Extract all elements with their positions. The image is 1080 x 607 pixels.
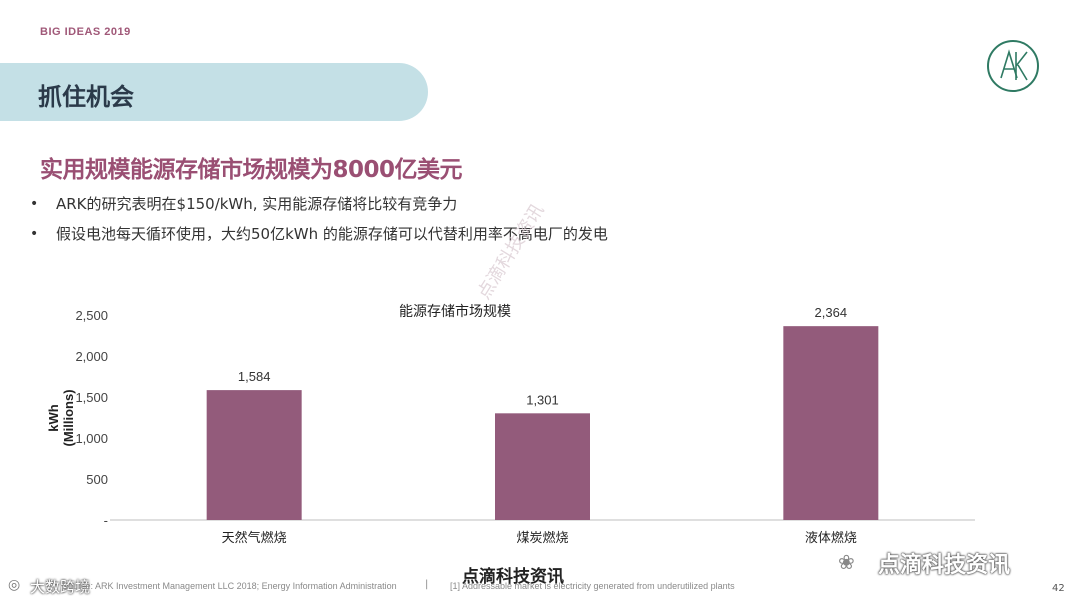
bullet-item: • 假设电池每天循环使用，大约50亿kWh 的能源存储可以代替利用率不高电厂的发…: [30, 223, 608, 253]
y-axis-label: kWh (Millions): [46, 389, 76, 446]
x-axis-labels: 天然气燃烧 煤炭燃烧 液体燃烧: [222, 530, 857, 546]
y-tick-label: 1,500: [75, 390, 108, 405]
ark-logo: [987, 40, 1039, 92]
value-labels: 1,584 1,301 2,364: [238, 305, 847, 407]
bar: [495, 413, 590, 520]
bullet-item: • ARK的研究表明在$150/kWh, 实用能源存储将比较有竞争力: [30, 193, 608, 223]
watermark-bottom-right: 点滴科技资讯: [878, 553, 1011, 578]
footer-separator: |: [425, 579, 429, 590]
bar-chart: 能源存储市场规模 kWh (Millions) - 500 1,000 1,500 2,0…: [46, 303, 975, 546]
y-axis-label-line: (Millions): [61, 389, 76, 446]
footer-source: Source: ARK Investment Management LLC 20…: [62, 581, 397, 591]
chart-title: 能源存储市场规模: [399, 303, 511, 320]
watermark-bubble-icon: ◎: [8, 577, 21, 593]
bar-value-label: 2,364: [815, 305, 848, 320]
bullet-marker: •: [30, 226, 39, 242]
section-title: 抓住机会: [38, 83, 134, 111]
bar: [206, 390, 302, 520]
bars: [206, 326, 879, 520]
page-number: 42: [1052, 583, 1065, 594]
y-axis-ticks: - 500 1,000 1,500 2,000 2,500: [75, 308, 108, 528]
title-band: [0, 63, 428, 121]
bullet-text: 假设电池每天循环使用，大约50亿kWh 的能源存储可以代替利用率不高电厂的发电: [56, 225, 608, 243]
y-tick-label: 1,000: [75, 431, 108, 446]
bar-value-label: 1,584: [238, 369, 271, 384]
footer-note: [1] Addressable market is electricity ge…: [450, 581, 735, 591]
bullet-marker: •: [30, 196, 39, 212]
x-category-label: 天然气燃烧: [222, 530, 287, 546]
wechat-icon: ❀: [838, 550, 855, 574]
watermark-bottom-center: 点滴科技资讯: [462, 567, 564, 587]
y-tick-label: 2,500: [75, 308, 108, 323]
slide-subtitle: 实用规模能源存储市场规模为8000亿美元: [40, 157, 463, 183]
bar-value-label: 1,301: [526, 392, 559, 407]
x-category-label: 煤炭燃烧: [516, 530, 568, 546]
y-tick-label: 500: [86, 472, 108, 487]
y-axis-label-line: kWh: [46, 404, 61, 432]
y-tick-label: 2,000: [75, 349, 108, 364]
y-tick-label: -: [104, 513, 108, 528]
top-label: BIG IDEAS 2019: [40, 26, 131, 38]
watermark-bottom-left: 大数跨境: [30, 578, 91, 596]
bullet-text: ARK的研究表明在$150/kWh, 实用能源存储将比较有竞争力: [56, 195, 458, 213]
x-category-label: 液体燃烧: [805, 530, 857, 546]
bar: [783, 326, 879, 520]
bullet-list: • ARK的研究表明在$150/kWh, 实用能源存储将比较有竞争力 • 假设电…: [30, 193, 608, 253]
